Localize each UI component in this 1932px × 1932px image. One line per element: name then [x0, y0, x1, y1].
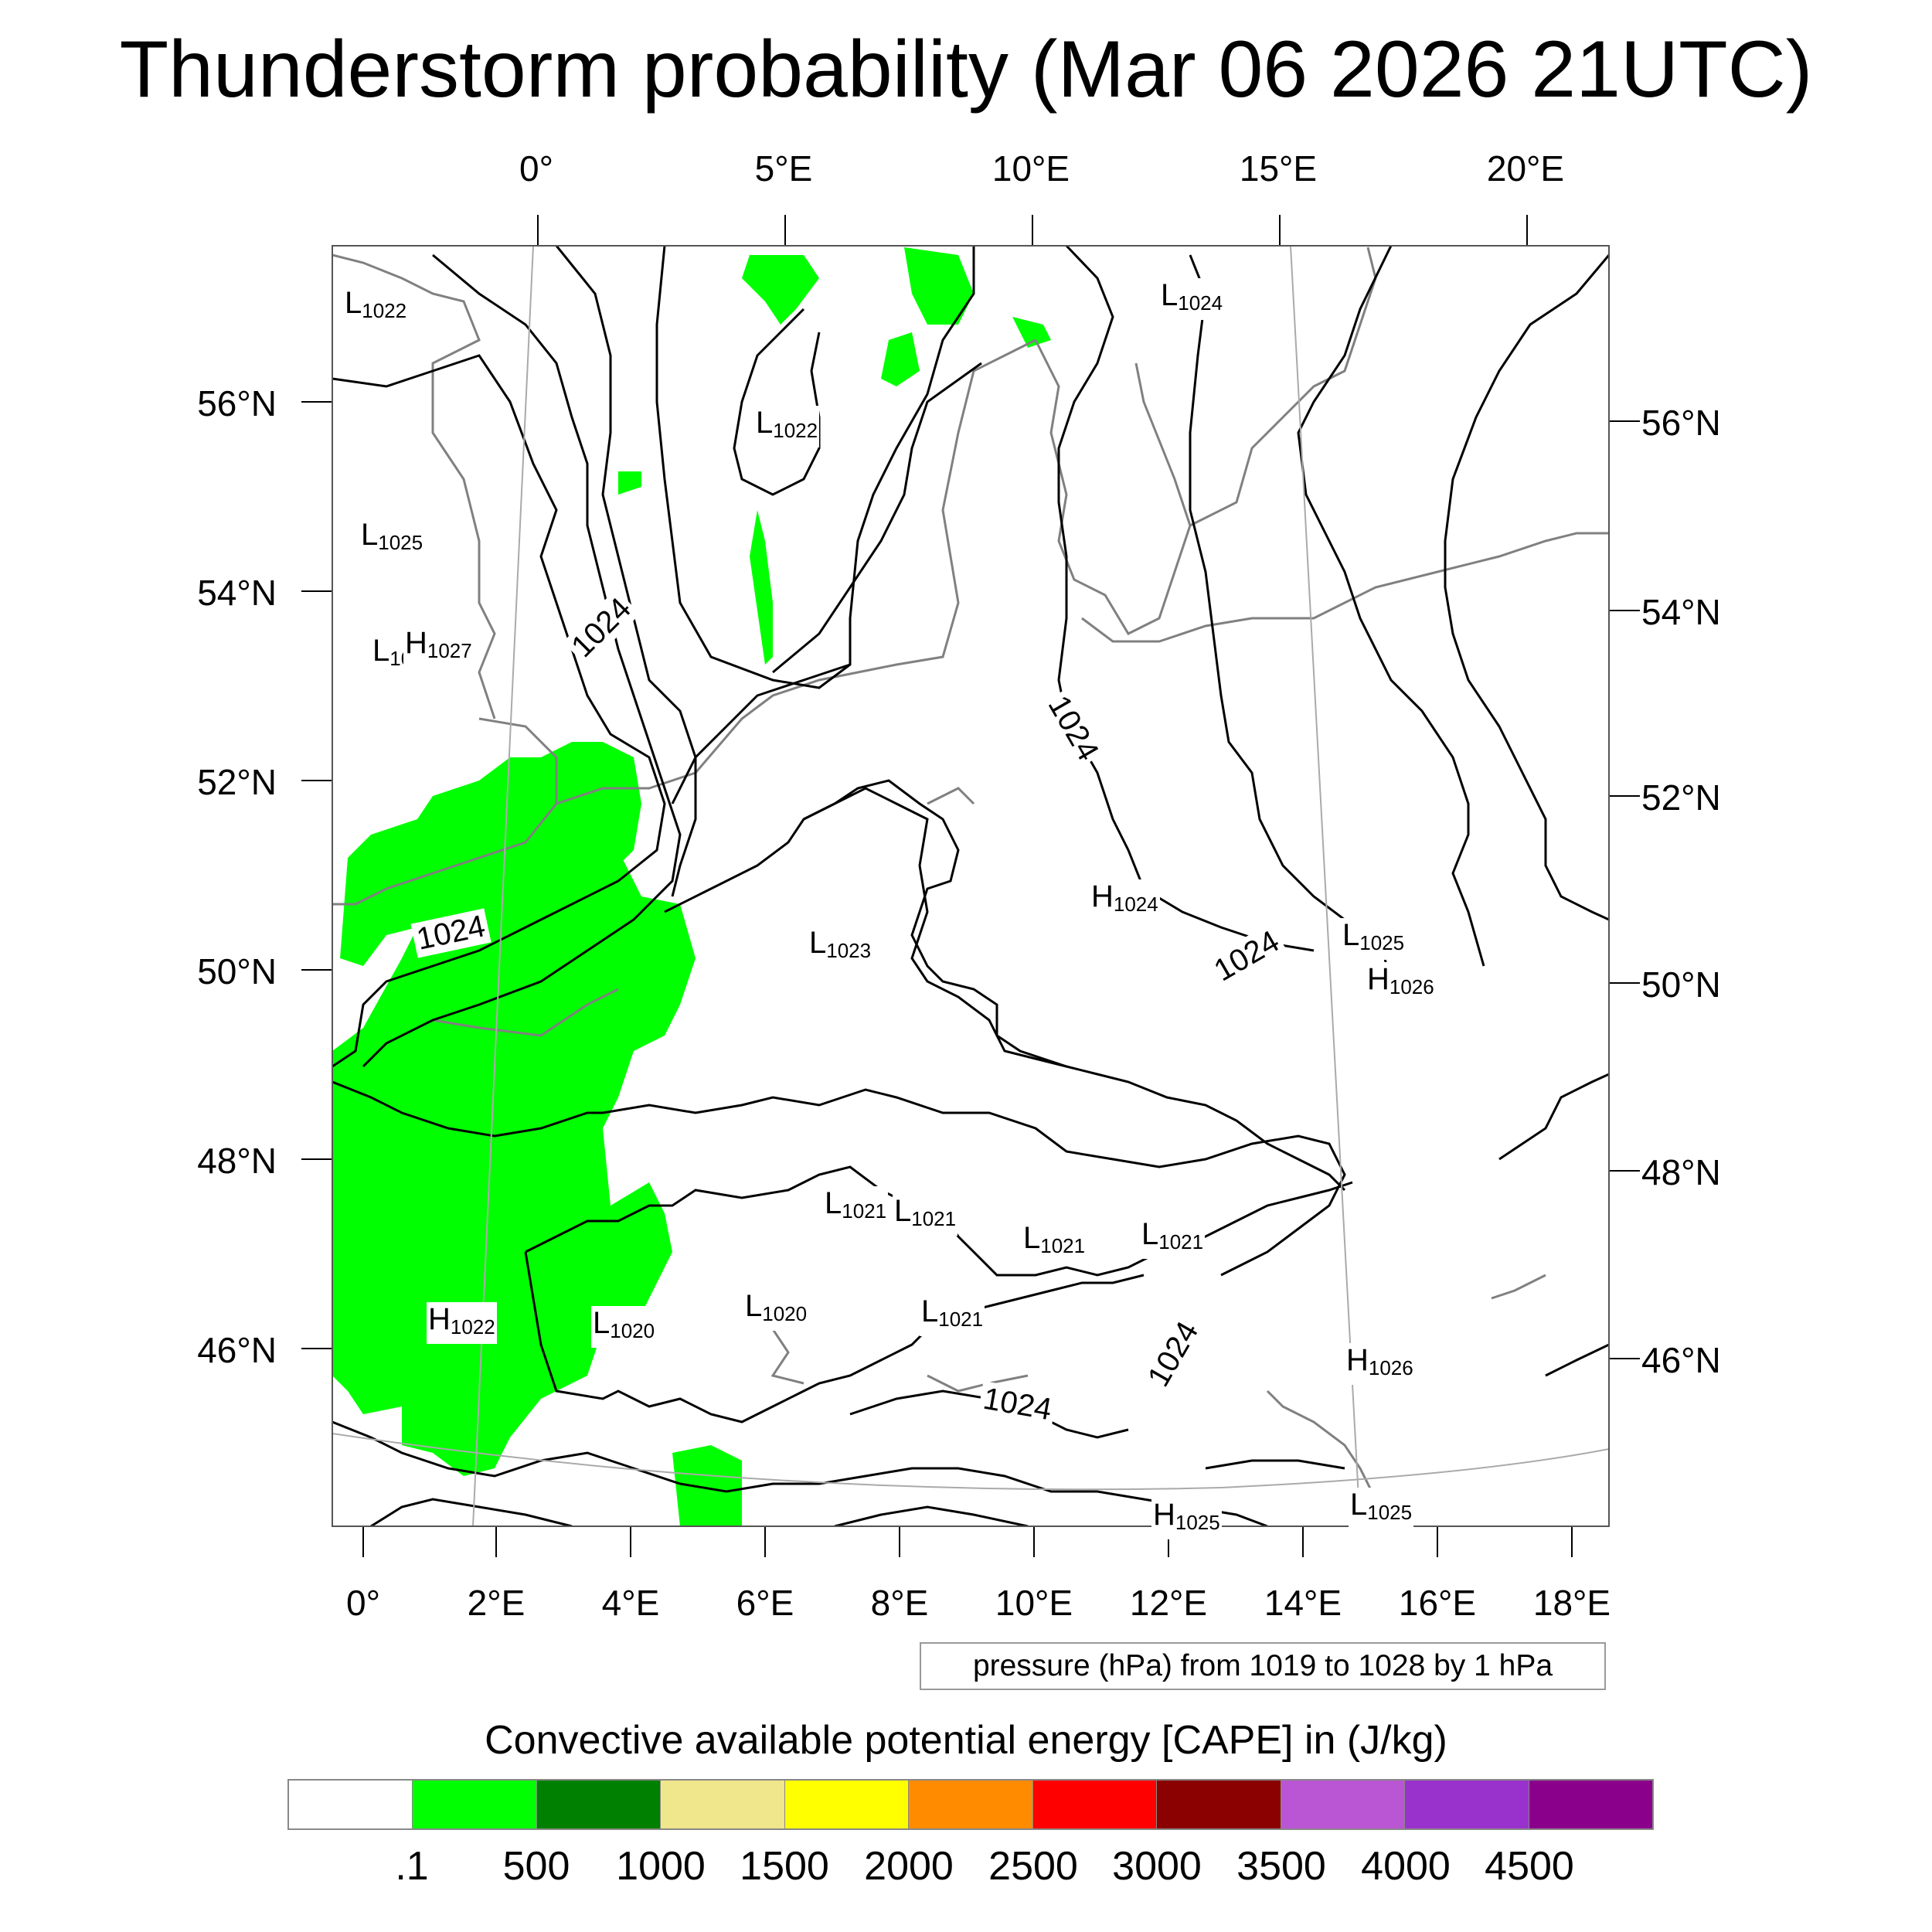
left-lat-label: 56°N — [197, 383, 277, 423]
colorbar-box — [784, 1781, 910, 1828]
bottom-lon-label: 18°E — [1532, 1583, 1611, 1623]
bottom-lon-label: 0° — [346, 1583, 380, 1623]
left-lat-label: 54°N — [197, 573, 277, 613]
bottom-lon-label: 12°E — [1129, 1583, 1208, 1623]
coastlines — [332, 247, 1609, 1523]
colorbar-label: 3500 — [1236, 1844, 1326, 1889]
pressure-system-label: H1025 — [1151, 1498, 1222, 1539]
bottom-lon-label: 6°E — [736, 1583, 794, 1623]
colorbar-box — [289, 1781, 413, 1828]
tick-marks — [301, 215, 1640, 1557]
pressure-system-label: L1022 — [343, 286, 409, 328]
colorbar-box — [1529, 1781, 1652, 1828]
pressure-system-label: L1021 — [893, 1194, 958, 1236]
pressure-system-label: L1025 — [1341, 918, 1406, 960]
top-lon-label: 5°E — [754, 148, 813, 189]
bottom-lon-label: 4°E — [601, 1583, 660, 1623]
pressure-system-label: L1020 — [591, 1306, 657, 1348]
colorbar-box — [1032, 1781, 1158, 1828]
pressure-system-label: H1027 — [403, 626, 474, 668]
pressure-system-label: H1024 — [1090, 879, 1160, 921]
pressure-system-label: L1021 — [823, 1186, 889, 1228]
colorbar-label: 2500 — [988, 1844, 1078, 1889]
colorbar-box — [536, 1781, 662, 1828]
pressure-system-label: L1021 — [920, 1294, 985, 1336]
colorbar-label: 1500 — [740, 1844, 829, 1889]
right-lat-label: 56°N — [1641, 403, 1721, 443]
colorbar-box — [1157, 1781, 1281, 1828]
chart-title: Thunderstorm probability (Mar 06 2026 21… — [119, 25, 1813, 114]
colorbar-box — [1281, 1781, 1406, 1828]
colorbar-label: .1 — [395, 1844, 429, 1889]
colorbar-box — [413, 1781, 537, 1828]
right-lat-label: 52°N — [1641, 777, 1721, 818]
left-lat-label: 48°N — [197, 1141, 277, 1181]
top-lon-label: 15°E — [1239, 148, 1318, 189]
cape-area-north-2 — [904, 247, 974, 325]
bottom-lon-label: 14°E — [1264, 1583, 1342, 1623]
colorbar-box — [909, 1781, 1033, 1828]
bottom-lon-label: 8°E — [870, 1583, 929, 1623]
cape-area-west — [332, 850, 696, 1476]
cape-area-north-3 — [1012, 317, 1051, 348]
top-lon-label: 20°E — [1486, 148, 1565, 189]
cape-area-south — [672, 1445, 742, 1526]
colorbar — [287, 1779, 1654, 1830]
cape-area-north-5 — [750, 510, 773, 665]
colorbar-label: 4500 — [1485, 1844, 1574, 1889]
left-lat-label: 50°N — [197, 951, 277, 992]
left-lat-label: 46°N — [197, 1330, 277, 1370]
right-lat-label: 54°N — [1641, 592, 1721, 632]
pressure-system-label: L1023 — [808, 926, 873, 968]
top-lon-label: 0° — [519, 148, 553, 189]
colorbar-box — [661, 1781, 785, 1828]
cape-area-north-4 — [881, 332, 920, 386]
map-frame — [332, 245, 1610, 1527]
pressure-system-label: H1022 — [427, 1302, 497, 1344]
colorbar-label: 3000 — [1112, 1844, 1202, 1889]
pressure-system-label: L1025 — [1349, 1488, 1414, 1529]
colorbar-label: 2000 — [864, 1844, 954, 1889]
bottom-lon-label: 2°E — [467, 1583, 526, 1623]
pressure-system-label: L1021 — [1140, 1217, 1206, 1259]
pressure-system-label: L1025 — [359, 518, 425, 560]
right-lat-label: 48°N — [1641, 1152, 1721, 1192]
colorbar-title: Convective available potential energy [C… — [485, 1718, 1447, 1763]
colorbar-label: 1000 — [616, 1844, 706, 1889]
colorbar-label: 4000 — [1361, 1844, 1451, 1889]
left-lat-label: 52°N — [197, 762, 277, 802]
pressure-contours — [332, 246, 1609, 1526]
pressure-system-label: L1024 — [1159, 278, 1225, 320]
cape-area-north-1 — [742, 255, 819, 325]
contour-info-box: pressure (hPa) from 1019 to 1028 by 1 hP… — [920, 1642, 1606, 1690]
bottom-lon-label: 16°E — [1398, 1583, 1477, 1623]
pressure-system-label: L1022 — [754, 406, 820, 447]
pressure-system-label: H1026 — [1366, 962, 1436, 1004]
pressure-system-label: L1021 — [1022, 1221, 1087, 1263]
pressure-system-label: H1026 — [1345, 1343, 1415, 1385]
cape-area-spot — [618, 471, 641, 495]
colorbar-label: 500 — [502, 1844, 570, 1889]
top-lon-label: 10°E — [992, 148, 1070, 189]
right-lat-label: 46°N — [1641, 1340, 1721, 1380]
colorbar-box — [1405, 1781, 1529, 1828]
pressure-system-label: L1020 — [743, 1289, 809, 1331]
bottom-lon-label: 10°E — [995, 1583, 1073, 1623]
right-lat-label: 50°N — [1641, 964, 1721, 1005]
